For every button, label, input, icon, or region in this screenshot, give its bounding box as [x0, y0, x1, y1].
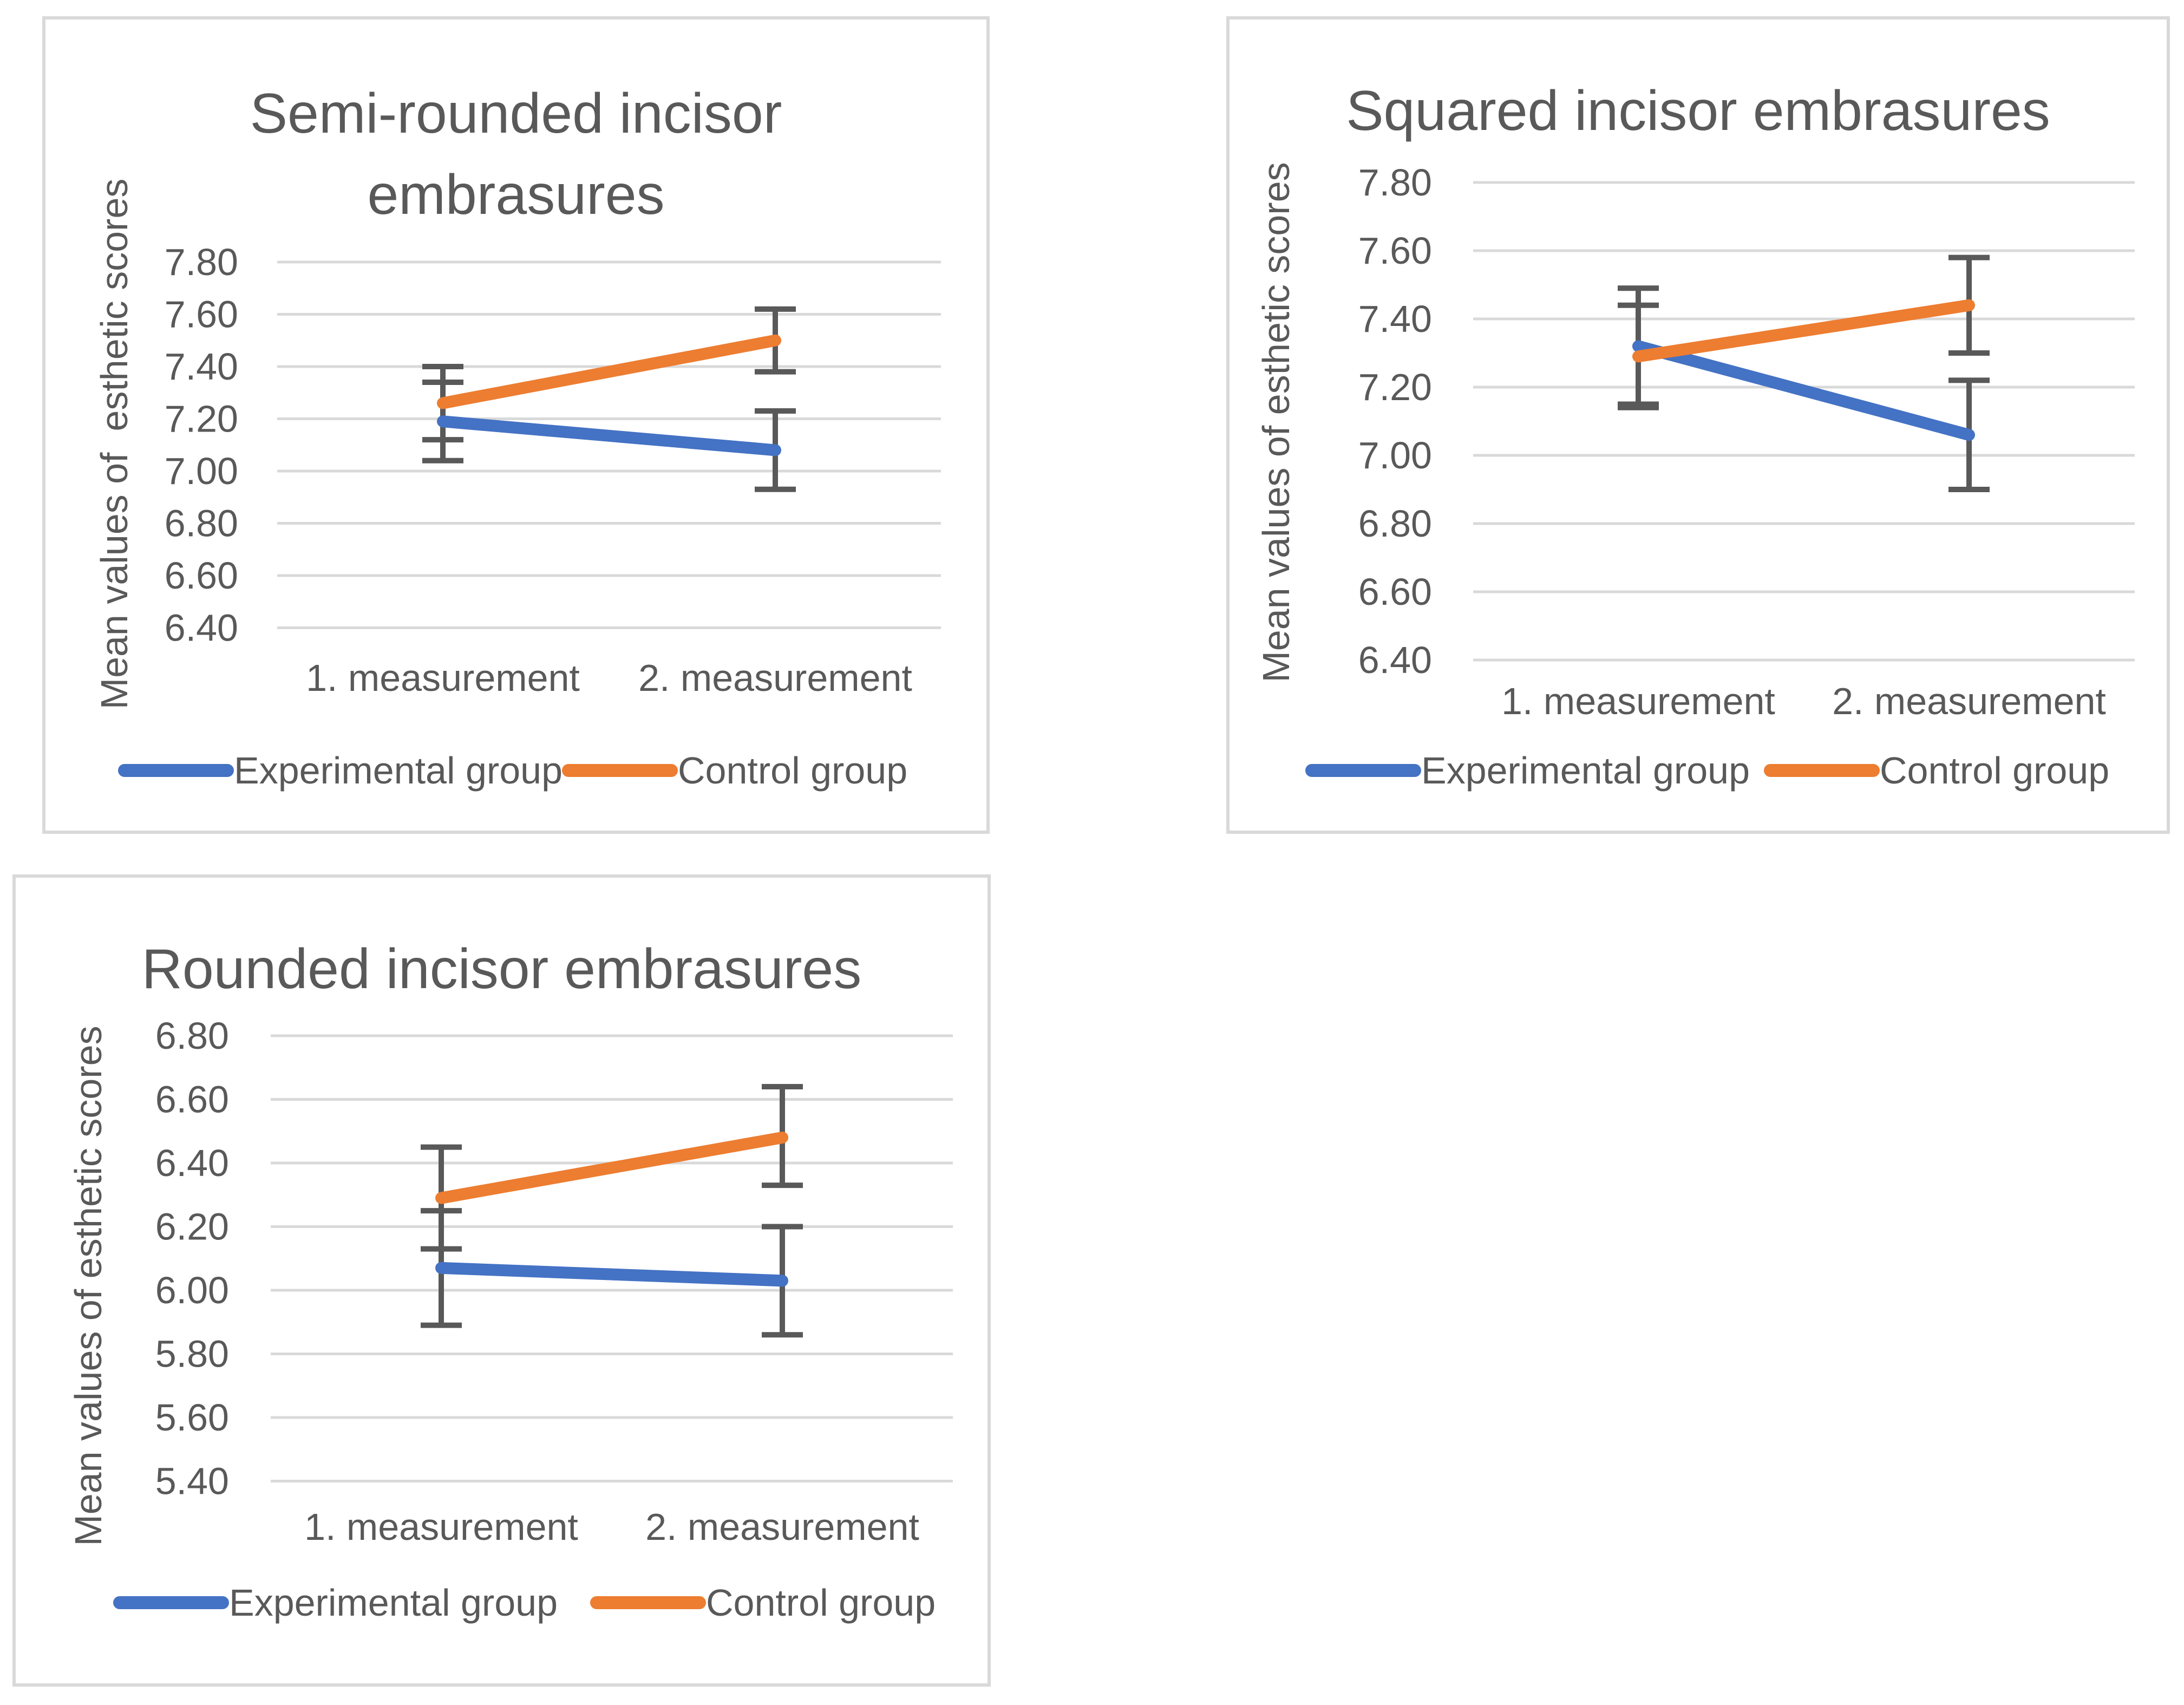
y-tick-label: 7.40: [1358, 298, 1432, 340]
y-tick-label: 6.40: [1358, 639, 1432, 681]
chart-panel-rounded-incisor-embrasures: 6.80 6.60 6.40 6.20 6.00 5.80 5.60 5.40 Rounded …: [12, 874, 991, 1687]
y-tick-label: 6.60: [155, 1079, 229, 1121]
chart-title: Rounded incisor embrasures: [142, 938, 862, 1001]
x-category-label: 2. measurement: [645, 1506, 919, 1548]
panel-border: [12, 874, 991, 1687]
y-tick-label: 6.60: [165, 554, 238, 597]
y-tick-label: 5.60: [155, 1396, 229, 1439]
panel-border: [42, 16, 990, 834]
series-line-control-group: [1632, 299, 1975, 363]
legend-label-control-group: Control group: [678, 749, 907, 792]
y-tick-label: 7.20: [165, 398, 238, 440]
y-tick-label: 6.80: [165, 502, 238, 545]
legend-label-control-group: Control group: [706, 1582, 936, 1624]
y-tick-label: 6.20: [155, 1206, 229, 1248]
line-chart-2: 7.80 7.60 7.40 7.20 7.00 6.80 6.60 6.40 Squared …: [1226, 16, 2170, 834]
x-category-label: 1. measurement: [306, 657, 580, 699]
legend-label-control-group: Control group: [1880, 749, 2109, 792]
y-tick-label: 7.80: [165, 241, 238, 283]
y-tick-label: 5.80: [155, 1333, 229, 1375]
legend-label-experimental-group: Experimental group: [1421, 749, 1750, 792]
y-tick-label: 7.60: [165, 293, 238, 336]
y-tick-label: 7.20: [1358, 366, 1432, 408]
y-tick-label: 7.60: [1358, 230, 1432, 272]
x-category-label: 1. measurement: [304, 1506, 578, 1548]
y-tick-label: 6.80: [155, 1015, 229, 1057]
x-category-label: 2. measurement: [1832, 680, 2106, 722]
y-tick-label: 7.80: [1358, 161, 1432, 204]
y-axis-title: Mean values of esthetic scores: [67, 1025, 109, 1546]
series-line-experimental-group: [437, 415, 781, 456]
chart-title: Semi-rounded incisor: [250, 82, 782, 145]
line-chart-3: 6.80 6.60 6.40 6.20 6.00 5.80 5.60 5.40 Rounded …: [12, 874, 991, 1687]
chart-title: Squared incisor embrasures: [1346, 80, 2050, 142]
y-tick-label: 6.80: [1358, 502, 1432, 545]
legend-label-experimental-group: Experimental group: [234, 749, 563, 792]
series-line-control-group: [435, 1132, 788, 1204]
chart-title: embrasures: [367, 164, 664, 226]
series-line-experimental-group: [1632, 340, 1975, 441]
y-tick-label: 6.60: [1358, 571, 1432, 613]
x-category-label: 1. measurement: [1501, 680, 1775, 722]
series-line-experimental-group: [435, 1262, 788, 1287]
series-line-control-group: [437, 334, 781, 409]
y-tick-label: 7.00: [165, 450, 238, 492]
y-axis-title: Mean values of esthetic scores: [1255, 162, 1297, 682]
chart-panel-semi-rounded-incisor-embrasures: 7.80 7.60 7.40 7.20 7.00 6.80 6.60 6.40 Semi-rou…: [42, 16, 990, 834]
line-chart-1: 7.80 7.60 7.40 7.20 7.00 6.80 6.60 6.40 Semi-rou…: [42, 16, 990, 834]
chart-panel-squared-incisor-embrasures: 7.80 7.60 7.40 7.20 7.00 6.80 6.60 6.40 Squared …: [1226, 16, 2170, 834]
y-tick-label: 6.00: [155, 1269, 229, 1311]
panel-border: [1226, 16, 2170, 834]
y-tick-label: 5.40: [155, 1460, 229, 1503]
y-tick-label: 7.00: [1358, 434, 1432, 476]
y-axis-title: Mean values of esthetic scores: [93, 179, 135, 709]
legend-label-experimental-group: Experimental group: [229, 1582, 558, 1624]
x-category-label: 2. measurement: [638, 657, 912, 699]
y-tick-label: 7.40: [165, 345, 238, 388]
y-tick-label: 6.40: [165, 607, 238, 649]
y-tick-label: 6.40: [155, 1142, 229, 1184]
